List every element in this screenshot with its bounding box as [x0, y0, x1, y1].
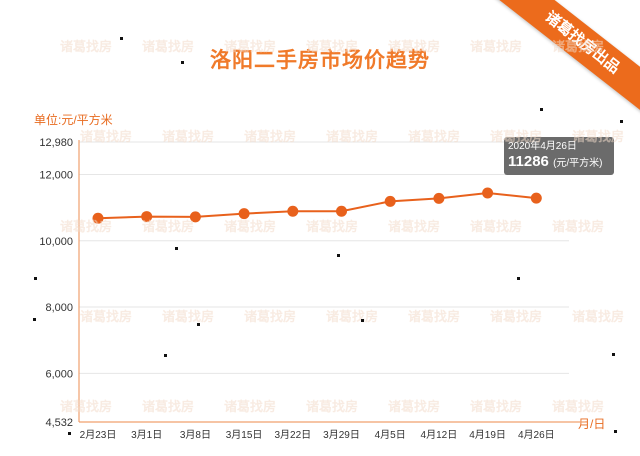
- y-tick-label: 10,000: [39, 236, 73, 248]
- watermark: 诸葛找房: [244, 309, 297, 324]
- x-tick-label: 3月22日: [274, 429, 311, 441]
- data-point: [530, 192, 542, 204]
- watermark: 诸葛找房: [470, 399, 523, 414]
- data-point: [141, 211, 153, 223]
- speck: [197, 323, 200, 326]
- watermark: 诸葛找房: [142, 219, 195, 234]
- watermark: 诸葛找房: [388, 39, 441, 54]
- x-tick-label: 3月8日: [180, 429, 211, 441]
- watermark: 诸葛找房: [552, 39, 605, 54]
- x-tick-label: 3月1日: [131, 429, 162, 441]
- x-tick-label: 3月15日: [226, 429, 263, 441]
- watermark: 诸葛找房: [244, 129, 297, 144]
- speck: [337, 254, 340, 257]
- data-point: [189, 211, 201, 223]
- speck: [361, 319, 364, 322]
- speck: [120, 37, 123, 40]
- tooltip: 2020年4月26日 11286 (元/平方米): [504, 137, 614, 175]
- watermark: 诸葛找房: [326, 129, 379, 144]
- watermark: 诸葛找房: [224, 399, 277, 414]
- y-tick-label: 12,000: [39, 169, 73, 181]
- watermark: 诸葛找房: [572, 309, 625, 324]
- data-point: [384, 195, 396, 207]
- speck: [33, 318, 36, 321]
- watermark: 诸葛找房: [306, 219, 359, 234]
- watermark: 诸葛找房: [162, 129, 215, 144]
- watermark: 诸葛找房: [80, 129, 133, 144]
- x-tick-label: 3月29日: [323, 429, 360, 441]
- data-point: [482, 187, 494, 199]
- x-tick-label: 4月12日: [421, 429, 458, 441]
- watermark: 诸葛找房: [60, 399, 113, 414]
- x-tick-label: 4月19日: [469, 429, 506, 441]
- x-tick-label: 4月26日: [518, 429, 555, 441]
- watermark: 诸葛找房: [306, 399, 359, 414]
- x-tick-label: 4月5日: [375, 429, 406, 441]
- watermark: 诸葛找房: [162, 309, 215, 324]
- watermark: 诸葛找房: [388, 219, 441, 234]
- data-point: [433, 192, 445, 204]
- data-point: [287, 205, 299, 217]
- watermark: 诸葛找房: [408, 129, 461, 144]
- watermark: 诸葛找房: [142, 399, 195, 414]
- watermark: 诸葛找房: [306, 39, 359, 54]
- speck: [612, 353, 615, 356]
- speck: [620, 120, 623, 123]
- watermark: 诸葛找房: [552, 219, 605, 234]
- tooltip-value: 11286 (元/平方米): [508, 153, 610, 173]
- y-tick-label: 4,532: [45, 417, 73, 429]
- speck: [614, 430, 617, 433]
- speck: [181, 61, 184, 64]
- speck: [540, 108, 543, 111]
- speck: [68, 432, 71, 435]
- x-axis-label: 月/日: [578, 417, 606, 431]
- watermark: 诸葛找房: [60, 39, 113, 54]
- data-point: [336, 205, 347, 217]
- series-line: [97, 192, 537, 220]
- watermark: 诸葛找房: [224, 39, 277, 54]
- speck: [34, 277, 37, 280]
- y-axis-label: 单位:元/平方米: [34, 113, 113, 127]
- watermark: 诸葛找房: [224, 219, 277, 234]
- watermark: 诸葛找房: [552, 399, 605, 414]
- speck: [517, 277, 520, 280]
- watermark: 诸葛找房: [470, 219, 523, 234]
- watermark: 诸葛找房: [490, 129, 543, 144]
- tooltip-date: 2020年4月26日: [508, 141, 577, 152]
- speck: [175, 247, 178, 250]
- y-tick-label: 8,000: [45, 302, 73, 314]
- watermark: 诸葛找房: [470, 39, 523, 54]
- tooltip-number: 11286: [508, 153, 549, 170]
- speck: [164, 354, 167, 357]
- watermark: 诸葛找房: [572, 129, 625, 144]
- tooltip-unit: (元/平方米): [553, 158, 603, 169]
- watermark: 诸葛找房: [490, 309, 543, 324]
- watermark: 诸葛找房: [80, 309, 133, 324]
- y-tick-label: 12,980: [39, 137, 73, 149]
- watermark: 诸葛找房: [388, 399, 441, 414]
- watermark: 诸葛找房: [142, 39, 195, 54]
- watermark: 诸葛找房: [60, 219, 113, 234]
- watermark: 诸葛找房: [408, 309, 461, 324]
- data-point: [238, 208, 250, 220]
- x-tick-label: 2月23日: [80, 429, 117, 441]
- y-tick-label: 6,000: [45, 368, 73, 380]
- chart-title: 洛阳二手房市场价趋势: [210, 49, 430, 72]
- data-point: [92, 212, 104, 224]
- watermark: 诸葛找房: [326, 309, 379, 324]
